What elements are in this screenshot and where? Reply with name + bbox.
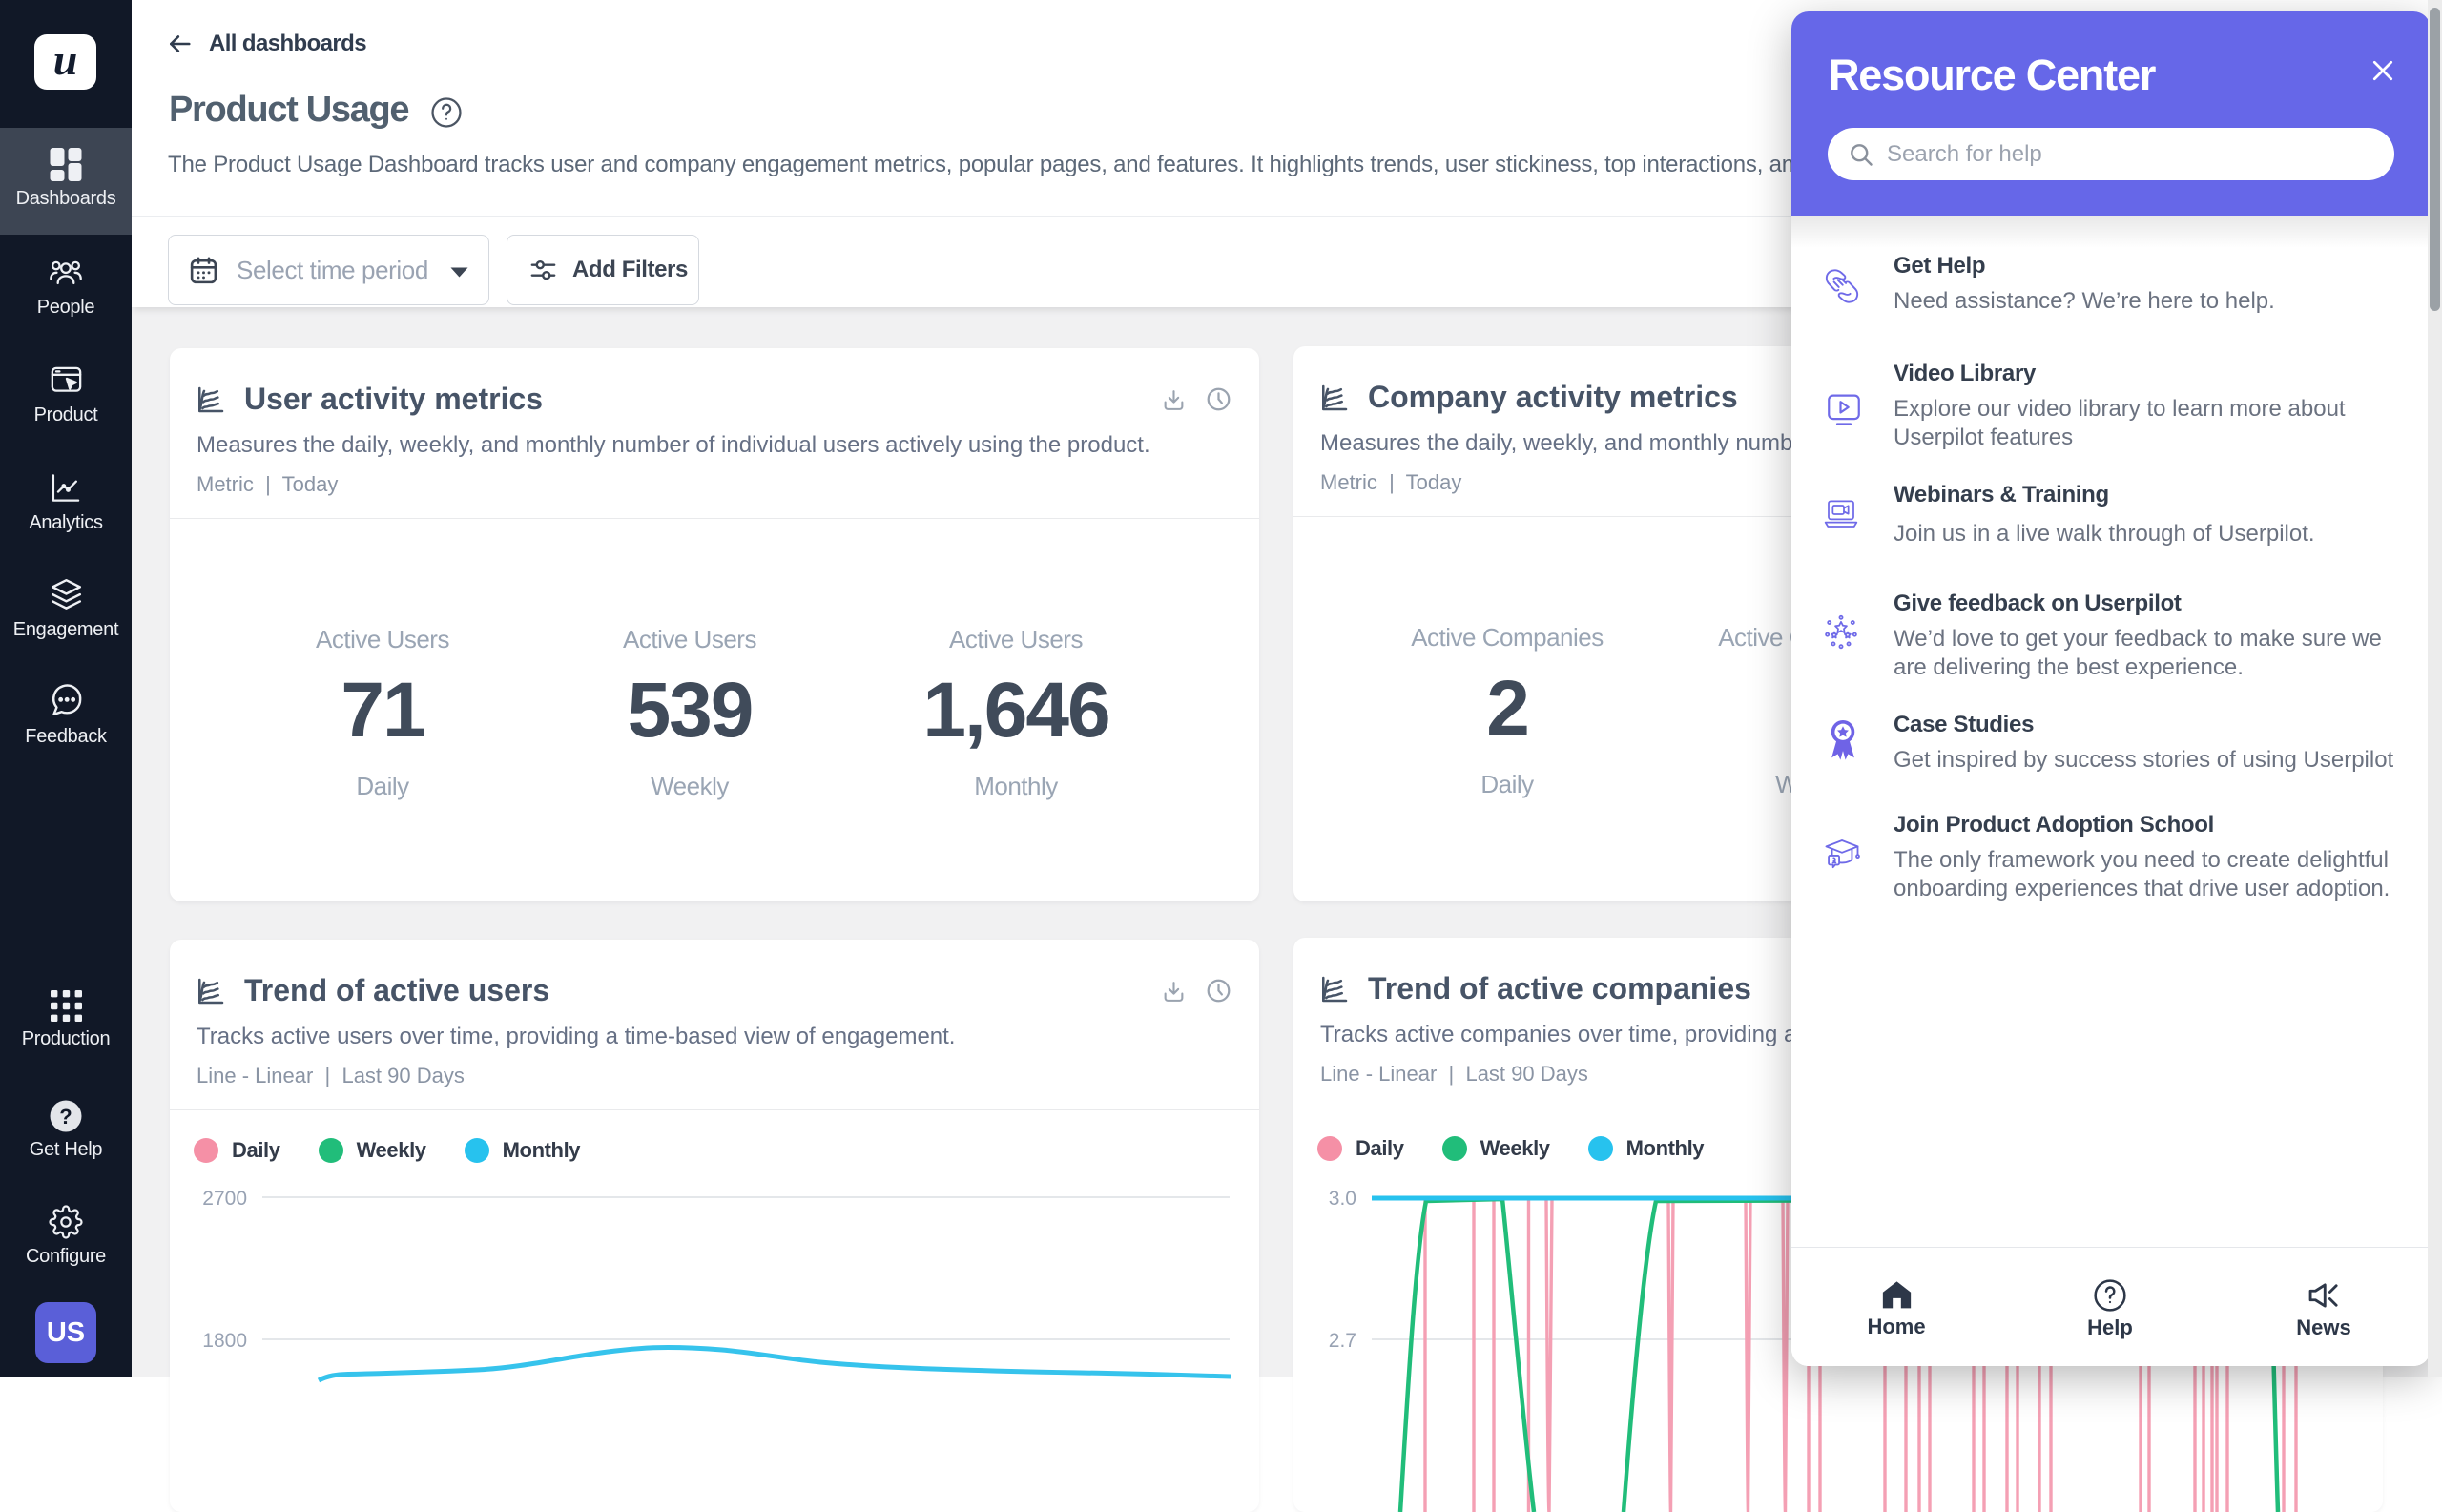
svg-text:2.7: 2.7 <box>1329 1330 1356 1352</box>
svg-text:2700: 2700 <box>202 1188 247 1210</box>
svg-text:3.0: 3.0 <box>1329 1188 1356 1210</box>
svg-text:1800: 1800 <box>202 1330 247 1352</box>
svg-text:?: ? <box>59 1105 72 1129</box>
